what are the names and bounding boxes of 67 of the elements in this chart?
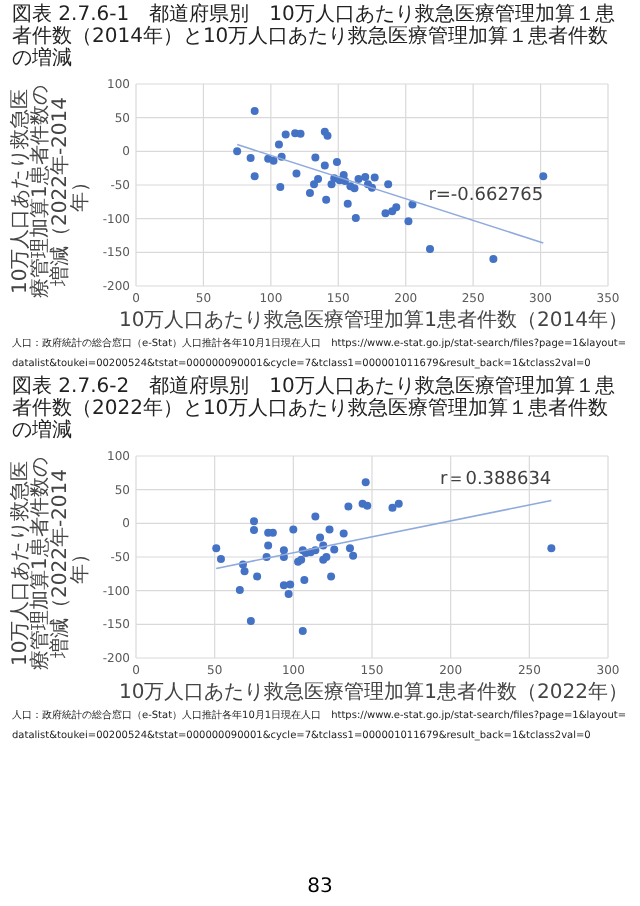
point [322,195,331,204]
point [332,158,341,167]
point [320,161,329,170]
point [212,544,221,553]
point [246,616,255,625]
point [361,478,370,487]
x-axis-title: 10万人口あたり救急医療管理加算1患者件数（2022年） [116,682,628,704]
point [289,525,298,534]
y-axis-title: 10万人口あたり救急医療管理加算1患者件数の増減（2022年-2014年） [10,84,92,300]
x-axis-title: 10万人口あたり救急医療管理加算1患者件数（2014年） [116,310,628,332]
point [388,503,397,512]
point [286,580,295,589]
point [361,172,370,181]
point [311,512,320,521]
annotation: r=-0.662765 [428,186,544,207]
point [325,525,334,534]
point [279,546,288,555]
point [339,529,348,538]
point [310,180,319,189]
point [292,169,301,178]
point [547,544,556,553]
point [330,545,339,554]
point [298,627,307,636]
point [274,140,283,149]
point [300,575,309,584]
point [539,172,548,181]
point [281,130,290,139]
point [381,209,390,218]
point [408,200,417,209]
text: 83 [305,876,335,898]
point [296,129,305,138]
point [305,189,314,198]
y-axis-title: 10万人口あたり救急医療管理加算1患者件数の増減（2022年-2014年） [10,456,92,672]
point [250,106,259,115]
point [363,501,372,510]
point [354,174,363,183]
point [216,555,225,564]
point [327,572,336,581]
point [351,213,360,222]
point [311,153,320,162]
point [349,551,358,560]
point [246,154,255,163]
point [269,156,278,165]
point [404,217,413,226]
annotation: r＝0.388634 [440,470,552,491]
point [284,590,293,599]
point [253,572,262,581]
point [370,173,379,182]
point [264,541,273,550]
point [250,172,259,181]
point [314,174,323,183]
point [394,499,403,508]
point [240,567,249,576]
point [343,199,352,208]
point [344,502,353,511]
chart-title: 図表 2.7.6-1 都道府県別 10万人口あたり救急医療管理加算１患者件数（2014年）と10万人口あたり救急医療管理加算１患者件数の増減 [12,4,617,70]
point [276,183,285,192]
point [235,585,244,594]
point [425,244,434,253]
point [233,147,242,156]
point [250,517,258,526]
point [489,255,498,264]
point [384,180,393,189]
point [345,544,354,553]
chart-title: 図表 2.7.6-2 都道府県別 10万人口あたり救急医療管理加算１患者件数（2022年）と10万人口あたり救急医療管理加算１患者件数の増減 [12,376,617,442]
point [316,533,325,542]
point [250,526,258,535]
